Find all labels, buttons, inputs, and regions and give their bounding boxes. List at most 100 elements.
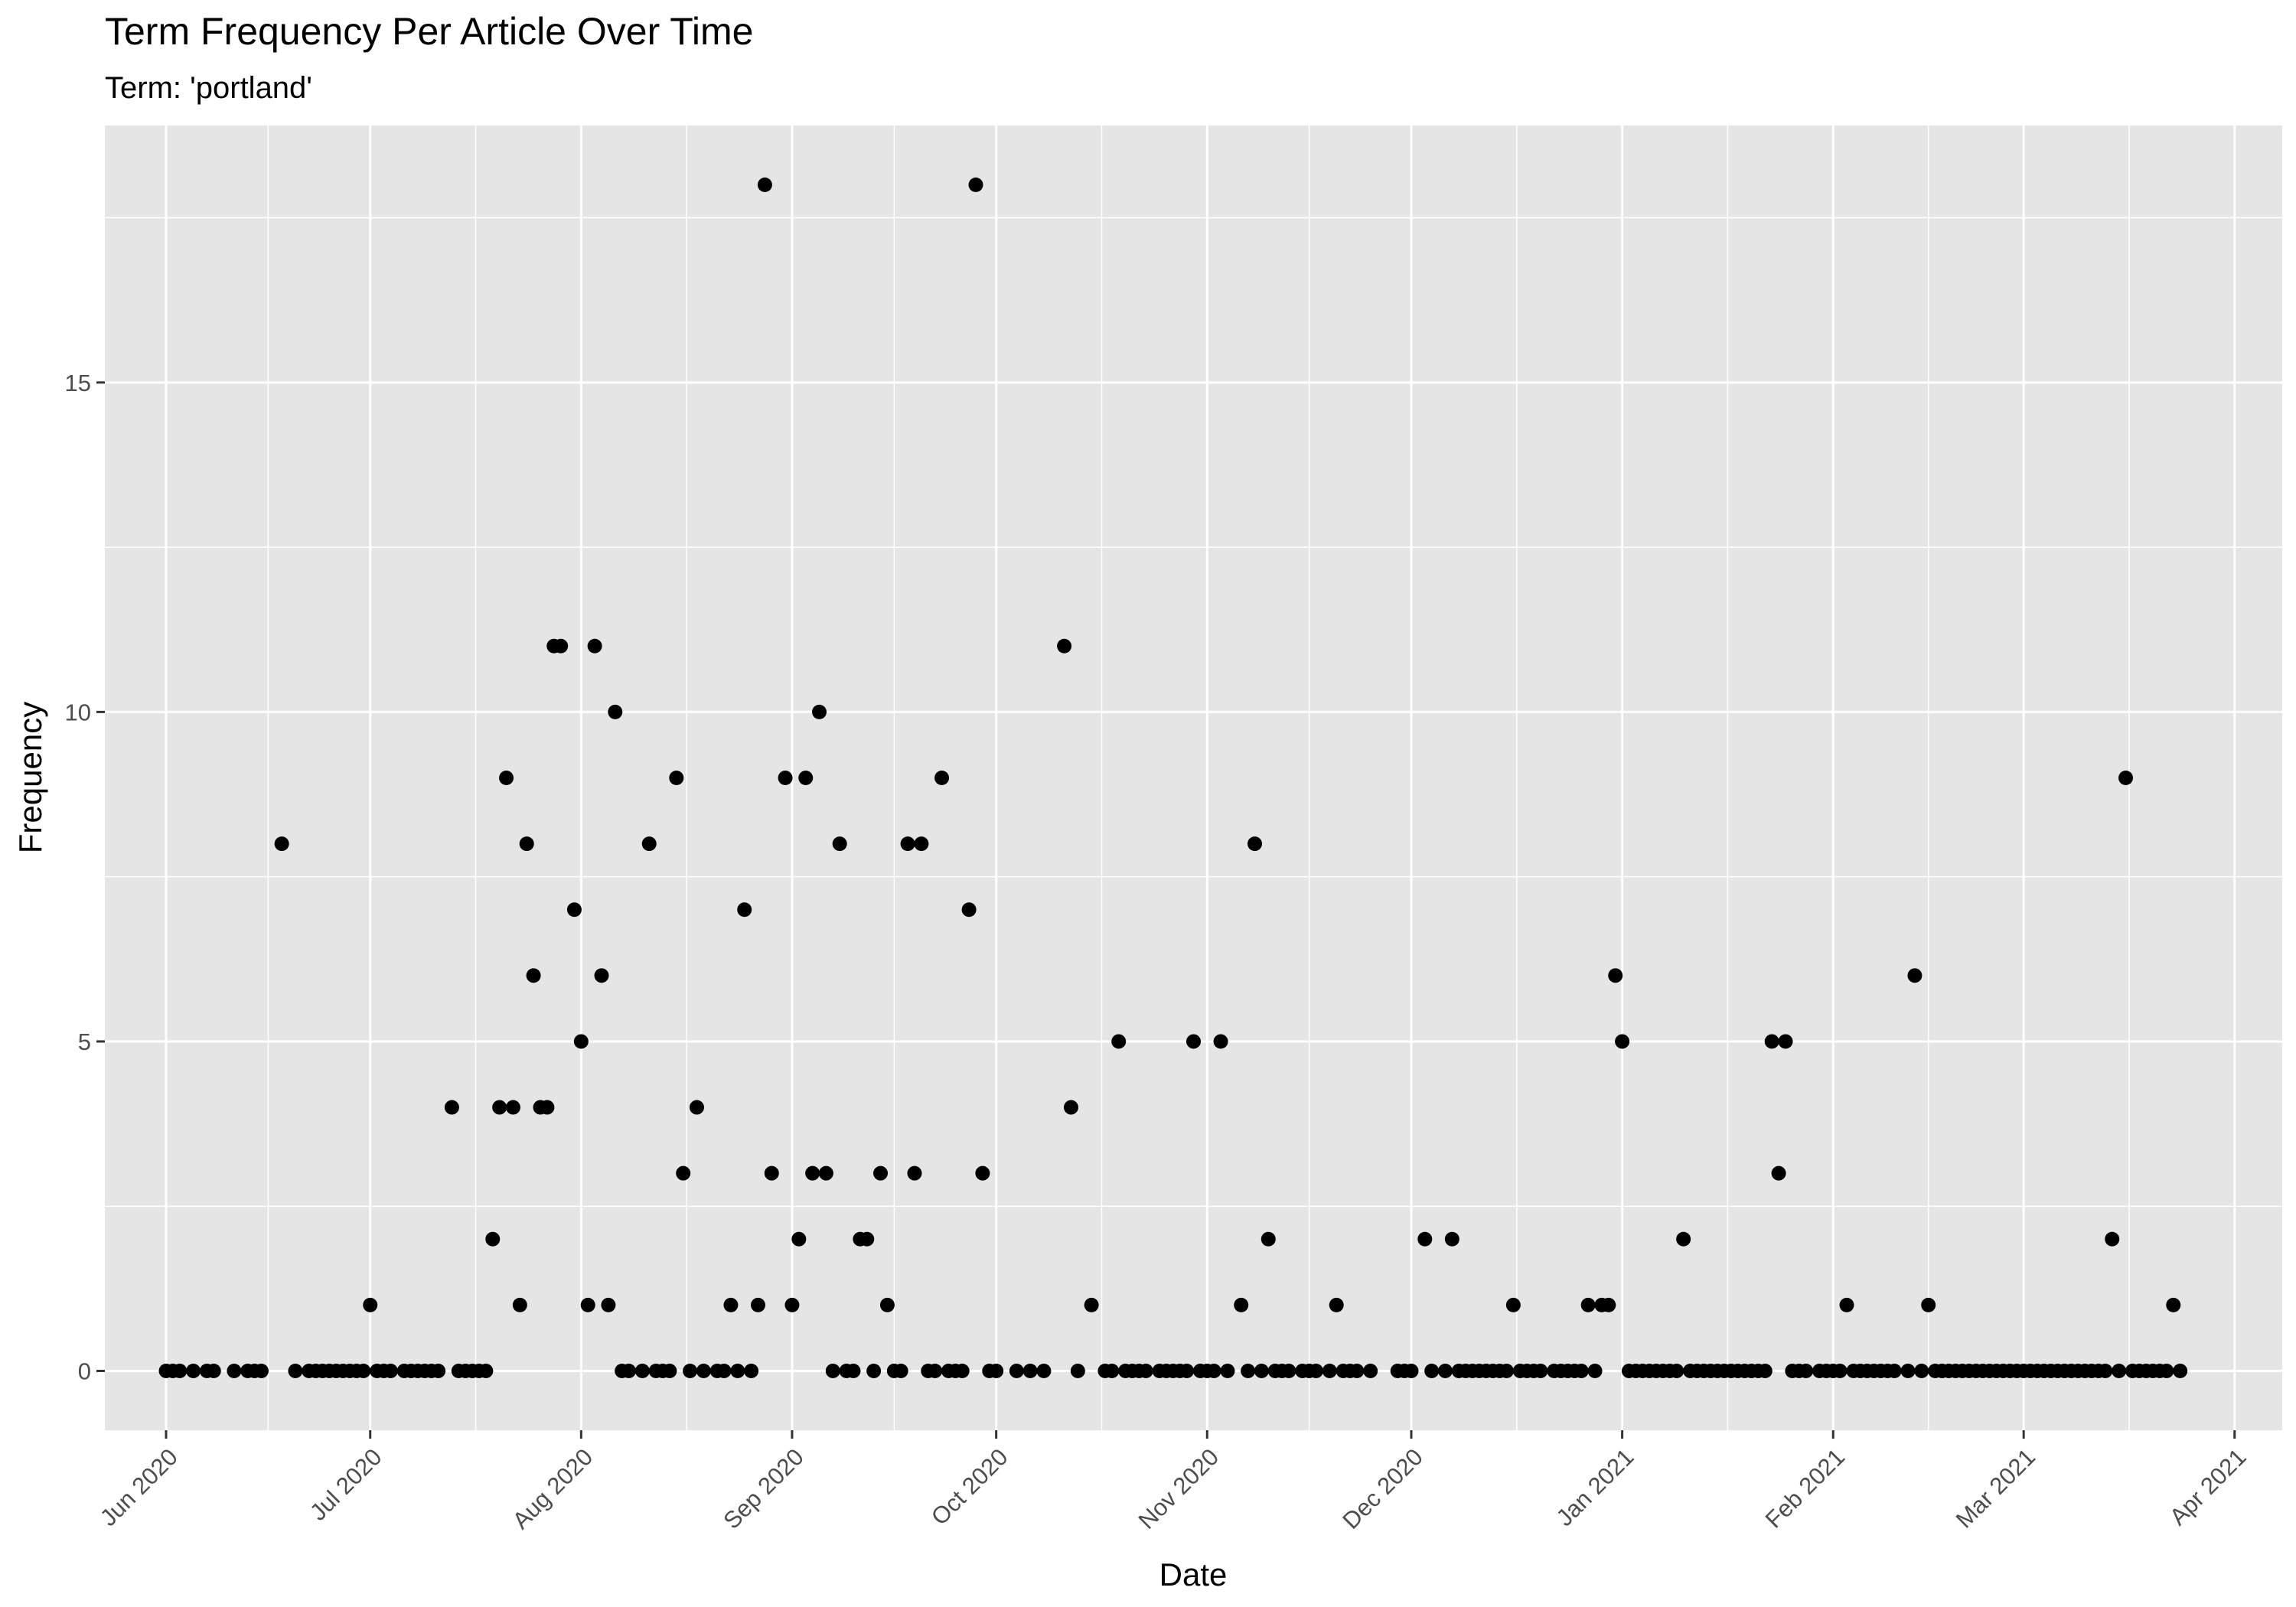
data-point (907, 1165, 922, 1181)
data-point (444, 1100, 459, 1115)
data-point (186, 1364, 201, 1378)
data-point (832, 836, 847, 852)
data-point (1921, 1297, 1936, 1312)
data-point (859, 1231, 875, 1247)
data-point (934, 771, 950, 785)
data-point (1424, 1364, 1440, 1378)
data-point (2166, 1297, 2181, 1312)
data-point (2098, 1364, 2113, 1378)
data-point (689, 1100, 704, 1115)
data-point (846, 1364, 861, 1378)
y-axis-label: Frequency (12, 702, 48, 853)
data-point (825, 1364, 840, 1378)
data-point (928, 1364, 943, 1378)
data-point (1022, 1364, 1038, 1378)
data-point (1764, 1034, 1779, 1049)
data-point (730, 1364, 745, 1378)
data-point (1063, 1100, 1078, 1115)
data-point (1608, 968, 1623, 983)
data-point (812, 704, 827, 719)
data-point (492, 1100, 507, 1115)
plot-panel (105, 125, 2282, 1430)
data-point (1234, 1297, 1249, 1312)
data-point (1247, 836, 1263, 852)
data-point (2112, 1364, 2127, 1378)
data-point (1179, 1364, 1195, 1378)
data-point (1363, 1364, 1378, 1378)
data-point (253, 1364, 269, 1378)
data-point (1444, 1231, 1459, 1247)
data-point (1111, 1034, 1127, 1049)
data-point (723, 1297, 739, 1312)
data-point (1900, 1364, 1916, 1378)
data-point (1771, 1165, 1786, 1181)
data-point (1914, 1364, 1929, 1378)
data-point (1104, 1364, 1120, 1378)
major-x-gridlines (165, 125, 2236, 1430)
data-point (778, 771, 793, 785)
y-tick-label: 15 (65, 370, 91, 396)
data-point (227, 1364, 242, 1378)
data-point (873, 1165, 889, 1181)
data-point (363, 1297, 378, 1312)
data-point (716, 1364, 732, 1378)
data-point (1601, 1297, 1616, 1312)
data-point (1499, 1364, 1514, 1378)
data-point (1057, 638, 1072, 654)
data-point (1070, 1364, 1085, 1378)
data-point (879, 1297, 895, 1312)
data-point (601, 1297, 616, 1312)
y-tick-label: 5 (78, 1028, 91, 1055)
data-point (1206, 1364, 1221, 1378)
data-point (676, 1165, 691, 1181)
data-point (1832, 1364, 1848, 1378)
data-point (1533, 1364, 1548, 1378)
data-point (968, 178, 983, 192)
data-point (540, 1100, 555, 1115)
data-point (1281, 1364, 1296, 1378)
data-point (893, 1364, 908, 1378)
data-point (573, 1034, 589, 1049)
data-point (683, 1364, 698, 1378)
data-point (274, 836, 289, 852)
data-point (580, 1297, 595, 1312)
data-point (954, 1364, 970, 1378)
data-point (1241, 1364, 1256, 1378)
data-point (989, 1364, 1004, 1378)
data-point (356, 1364, 371, 1378)
data-point (662, 1364, 677, 1378)
y-axis: 0 5 10 15 (65, 370, 105, 1385)
data-point (764, 1165, 779, 1181)
data-point (791, 1231, 807, 1247)
data-point (1580, 1297, 1596, 1312)
data-point (1907, 968, 1923, 983)
data-point (914, 836, 929, 852)
data-point (1587, 1364, 1603, 1378)
data-point (975, 1165, 990, 1181)
data-point (798, 771, 814, 785)
data-point (1220, 1364, 1235, 1378)
data-point (1887, 1364, 1902, 1378)
data-point (1757, 1364, 1773, 1378)
data-point (2159, 1364, 2174, 1378)
y-tick-label: 0 (78, 1358, 91, 1385)
data-point (1084, 1297, 1099, 1312)
data-point (737, 902, 752, 918)
data-point (757, 178, 772, 192)
data-point (1213, 1034, 1228, 1049)
chart-title: Term Frequency Per Article Over Time (105, 10, 753, 53)
data-point (634, 1364, 650, 1378)
data-point (485, 1231, 501, 1247)
data-point (961, 902, 977, 918)
data-point (1615, 1034, 1630, 1049)
data-point (1505, 1297, 1521, 1312)
data-point (1309, 1364, 1324, 1378)
data-point (1404, 1364, 1419, 1378)
data-point (499, 771, 514, 785)
data-point (587, 638, 602, 654)
data-point (1186, 1034, 1201, 1049)
data-point (621, 1364, 637, 1378)
data-point (2118, 771, 2134, 785)
data-point (1009, 1364, 1024, 1378)
